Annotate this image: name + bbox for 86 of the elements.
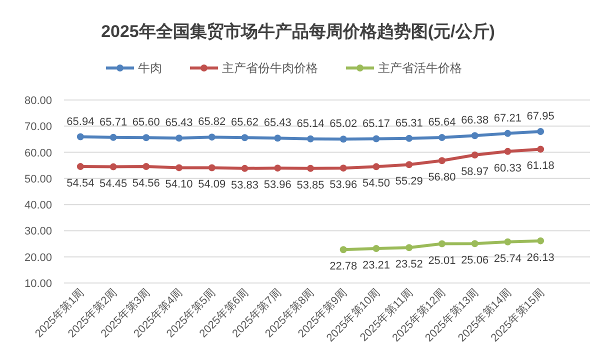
- point: [274, 164, 282, 172]
- data-label: 65.82: [198, 116, 226, 128]
- point: [176, 164, 183, 172]
- data-label: 54.56: [132, 178, 160, 190]
- point: [241, 164, 248, 172]
- data-label: 65.31: [395, 117, 423, 130]
- point: [504, 238, 512, 246]
- data-label: 66.38: [461, 114, 489, 127]
- data-label: 65.17: [362, 118, 390, 130]
- point: [537, 237, 544, 244]
- data-label: 53.83: [231, 179, 259, 192]
- point: [110, 134, 117, 141]
- point: [537, 146, 544, 153]
- data-label: 67.21: [494, 112, 522, 124]
- point: [406, 134, 413, 142]
- y-tick-label: 70.00: [24, 121, 52, 134]
- point: [406, 161, 413, 168]
- point: [241, 134, 248, 142]
- data-label: 54.10: [165, 178, 193, 191]
- point: [537, 128, 544, 135]
- data-label: 54.50: [362, 178, 390, 190]
- point: [142, 134, 150, 142]
- data-label: 58.97: [461, 166, 489, 178]
- data-label: 65.43: [165, 117, 193, 130]
- point: [438, 134, 446, 142]
- data-label: 53.96: [264, 179, 292, 192]
- point: [372, 135, 380, 142]
- point: [340, 136, 347, 143]
- point: [340, 164, 347, 172]
- point: [504, 148, 512, 155]
- data-label: 54.45: [100, 178, 128, 190]
- data-label: 23.52: [395, 258, 423, 271]
- data-label: 65.62: [231, 116, 259, 129]
- data-label: 65.71: [100, 116, 128, 128]
- data-label: 54.09: [198, 178, 226, 191]
- legend-label: 主产省份牛肉价格: [222, 61, 318, 75]
- legend-label: 主产省活牛价格: [378, 61, 462, 75]
- point: [340, 246, 347, 254]
- data-label: 53.96: [330, 179, 358, 192]
- point: [110, 163, 117, 170]
- point: [406, 244, 413, 252]
- legend-label: 牛肉: [138, 61, 162, 75]
- data-label: 67.95: [526, 110, 554, 122]
- chart-title: 2025年全国集贸市场牛产品每周价格趋势图(元/公斤): [101, 22, 495, 41]
- y-tick-label: 60.00: [24, 147, 52, 160]
- y-tick-label: 40.00: [24, 200, 52, 212]
- point: [307, 135, 314, 142]
- point: [471, 132, 478, 140]
- data-label: 65.60: [132, 116, 160, 129]
- point: [504, 130, 512, 137]
- point: [471, 240, 478, 248]
- data-label: 55.29: [395, 176, 423, 188]
- point: [438, 157, 446, 164]
- point: [438, 240, 446, 248]
- data-label: 65.14: [296, 118, 324, 130]
- data-label: 23.21: [362, 259, 390, 272]
- point: [208, 164, 216, 172]
- data-label: 65.64: [428, 116, 456, 129]
- data-label: 65.02: [330, 118, 358, 130]
- data-label: 22.78: [330, 260, 358, 273]
- data-label: 65.94: [66, 116, 94, 128]
- point: [76, 163, 84, 170]
- point: [372, 244, 380, 252]
- point: [176, 134, 183, 142]
- point: [76, 133, 84, 140]
- point: [208, 134, 216, 141]
- data-label: 65.43: [264, 117, 292, 130]
- point: [372, 163, 380, 170]
- data-label: 61.18: [526, 160, 554, 172]
- point: [307, 164, 314, 172]
- point: [471, 151, 478, 158]
- y-tick-label: 10.00: [24, 278, 52, 290]
- data-label: 25.06: [461, 254, 489, 267]
- y-tick-label: 30.00: [24, 226, 52, 238]
- y-tick-label: 50.00: [24, 173, 52, 186]
- data-label: 25.74: [494, 252, 522, 265]
- point: [274, 134, 282, 142]
- data-label: 26.13: [526, 252, 554, 264]
- point: [142, 163, 150, 170]
- data-label: 53.85: [296, 179, 324, 192]
- data-label: 56.80: [428, 172, 456, 184]
- data-label: 60.33: [494, 162, 522, 174]
- data-label: 25.01: [428, 254, 456, 267]
- y-tick-label: 20.00: [24, 252, 52, 264]
- data-label: 54.54: [66, 178, 94, 190]
- y-tick-label: 80.00: [24, 95, 52, 107]
